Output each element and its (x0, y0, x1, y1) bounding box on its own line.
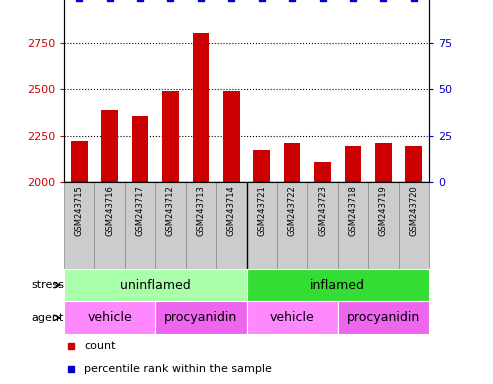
Bar (307, 182, 338, 269)
Bar (125, 182, 155, 269)
Bar (338, 182, 368, 269)
Text: GSM243720: GSM243720 (409, 185, 418, 236)
Text: uninflamed: uninflamed (120, 279, 191, 291)
Text: percentile rank within the sample: percentile rank within the sample (84, 364, 272, 374)
Text: vehicle: vehicle (270, 311, 315, 324)
Bar (132, 116, 148, 182)
Text: stress: stress (31, 280, 64, 290)
Bar (246, 269, 429, 301)
Text: GSM243718: GSM243718 (349, 185, 357, 236)
Text: vehicle: vehicle (87, 311, 132, 324)
Bar (186, 182, 216, 269)
Text: GSM243716: GSM243716 (105, 185, 114, 236)
Bar (64, 301, 155, 334)
Bar (64, 182, 95, 269)
Bar (155, 182, 186, 269)
Bar (223, 91, 240, 182)
Bar (398, 182, 429, 269)
Bar (162, 91, 179, 182)
Text: GSM243717: GSM243717 (136, 185, 144, 236)
Bar (193, 33, 209, 182)
Text: GSM243713: GSM243713 (196, 185, 206, 236)
Bar (216, 182, 246, 269)
Bar (155, 301, 246, 334)
Bar (102, 110, 118, 182)
Bar (375, 143, 391, 182)
Bar (338, 301, 429, 334)
Text: GSM243712: GSM243712 (166, 185, 175, 236)
Text: GSM243714: GSM243714 (227, 185, 236, 236)
Bar (71, 141, 88, 182)
Bar (95, 182, 125, 269)
Text: GSM243721: GSM243721 (257, 185, 266, 236)
Bar (368, 182, 398, 269)
Text: procyanidin: procyanidin (164, 311, 238, 324)
Text: procyanidin: procyanidin (347, 311, 420, 324)
Bar (64, 269, 246, 301)
Text: agent: agent (32, 313, 64, 323)
Bar (284, 143, 300, 182)
Text: GSM243723: GSM243723 (318, 185, 327, 236)
Bar (314, 162, 331, 182)
Text: inflamed: inflamed (310, 279, 365, 291)
Text: GSM243719: GSM243719 (379, 185, 388, 236)
Bar (246, 301, 338, 334)
Text: GSM243722: GSM243722 (287, 185, 297, 236)
Text: GSM243715: GSM243715 (75, 185, 84, 236)
Text: count: count (84, 341, 116, 351)
Bar (253, 150, 270, 182)
Bar (246, 182, 277, 269)
Bar (345, 146, 361, 182)
Bar (277, 182, 307, 269)
Bar (405, 146, 422, 182)
